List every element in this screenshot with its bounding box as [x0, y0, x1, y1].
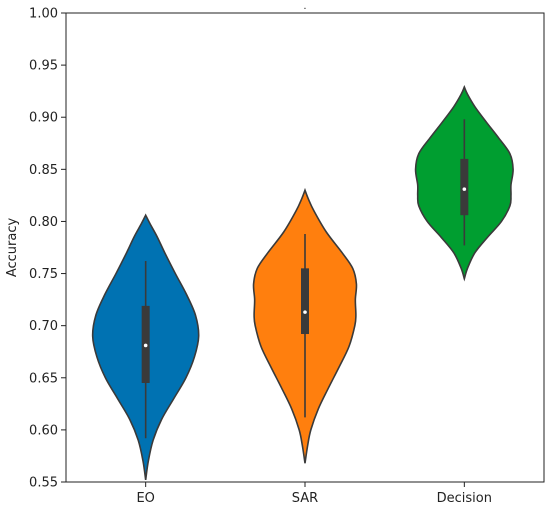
y-tick-label: 0.60	[29, 423, 58, 438]
x-tick-label: SAR	[292, 491, 318, 506]
iqr-box	[301, 268, 309, 335]
median-point	[303, 310, 307, 314]
median-point	[462, 187, 467, 191]
y-axis-label: Accuracy	[5, 218, 20, 278]
iqr-box	[460, 158, 469, 216]
x-tick-label: EO	[136, 491, 154, 506]
median-point	[143, 343, 148, 348]
y-tick-label: 0.70	[29, 319, 58, 334]
plot-frame	[65, 12, 545, 483]
y-tick-label: 0.95	[29, 59, 58, 74]
y-tick-label: 1.00	[29, 7, 58, 22]
x-tick-label: Decision	[437, 491, 492, 506]
violin-eo	[91, 213, 200, 481]
y-axis-ticks: 0.55 0.60 0.65 0.70 0.75 0.80 0.85 0.90 0.95 1.00	[29, 7, 66, 491]
y-tick-label: 0.90	[29, 111, 58, 126]
y-tick-label: 0.65	[29, 371, 58, 386]
x-axis-ticks: EO SAR Decision	[136, 482, 492, 506]
violin-sar	[252, 187, 358, 464]
violin-decision	[414, 85, 514, 282]
y-tick-label: 0.75	[29, 267, 58, 282]
y-tick-label: 0.80	[29, 215, 58, 230]
y-tick-label: 0.85	[29, 163, 58, 178]
chart-title: .	[303, 1, 306, 12]
violins-layer	[91, 85, 514, 481]
y-tick-label: 0.55	[29, 476, 58, 491]
